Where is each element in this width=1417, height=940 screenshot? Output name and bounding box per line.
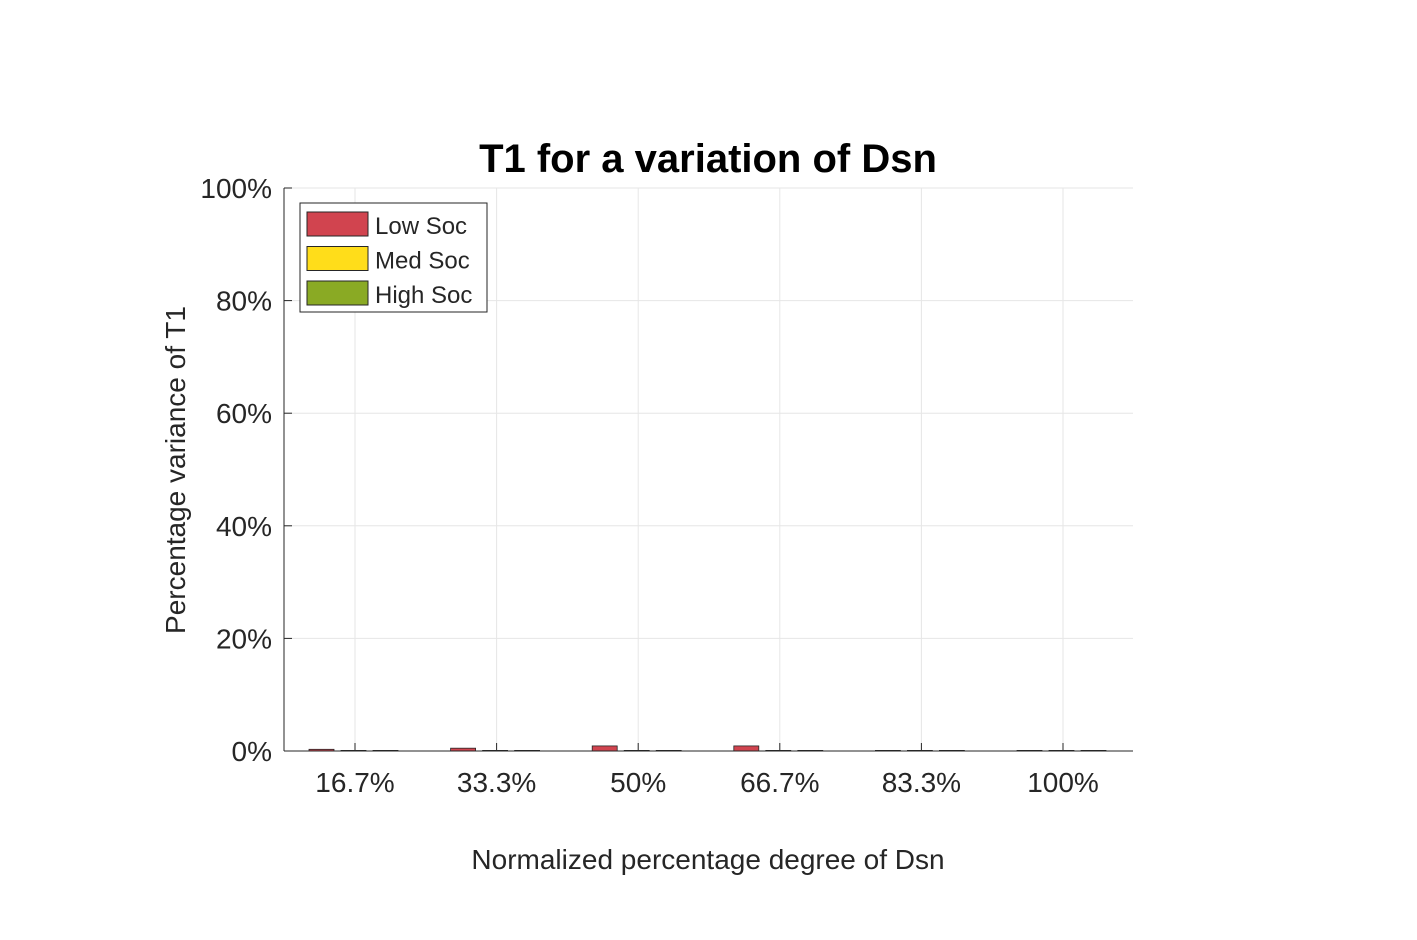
axes <box>283 187 1133 752</box>
grid-lines <box>284 187 1133 752</box>
y-tick-label: 100% <box>200 173 272 204</box>
legend-label: Low Soc <box>375 213 467 240</box>
x-tick-label: 16.7% <box>315 767 394 798</box>
y-tick-label: 40% <box>216 511 272 542</box>
legend-swatch <box>306 280 369 306</box>
legend-label: Med Soc <box>375 248 470 275</box>
tick-labels: 0% 20% 40% 60% 80% 100% 16.7% 33.3% 50% 66.7% 83.3… <box>200 173 1098 798</box>
bar <box>591 745 618 752</box>
y-tick-label: 20% <box>216 623 272 654</box>
x-tick-label: 50% <box>610 767 666 798</box>
y-tick-label: 0% <box>232 736 272 767</box>
x-axis-label: Normalized percentage degree of Dsn <box>471 844 944 875</box>
legend: Low Soc Med Soc High Soc <box>299 202 488 313</box>
x-tick-label: 100% <box>1027 767 1099 798</box>
x-tick-label: 33.3% <box>457 767 536 798</box>
x-tick-label: 66.7% <box>740 767 819 798</box>
legend-swatch <box>306 246 369 271</box>
bar <box>733 745 760 752</box>
legend-swatch <box>306 211 369 237</box>
y-tick-label: 80% <box>216 286 272 317</box>
x-tick-label: 83.3% <box>882 767 961 798</box>
chart-title: T1 for a variation of Dsn <box>479 137 937 181</box>
y-axis-label: Percentage variance of T1 <box>160 306 191 634</box>
bars <box>308 745 1107 752</box>
y-tick-label: 60% <box>216 398 272 429</box>
legend-label: High Soc <box>375 282 472 309</box>
